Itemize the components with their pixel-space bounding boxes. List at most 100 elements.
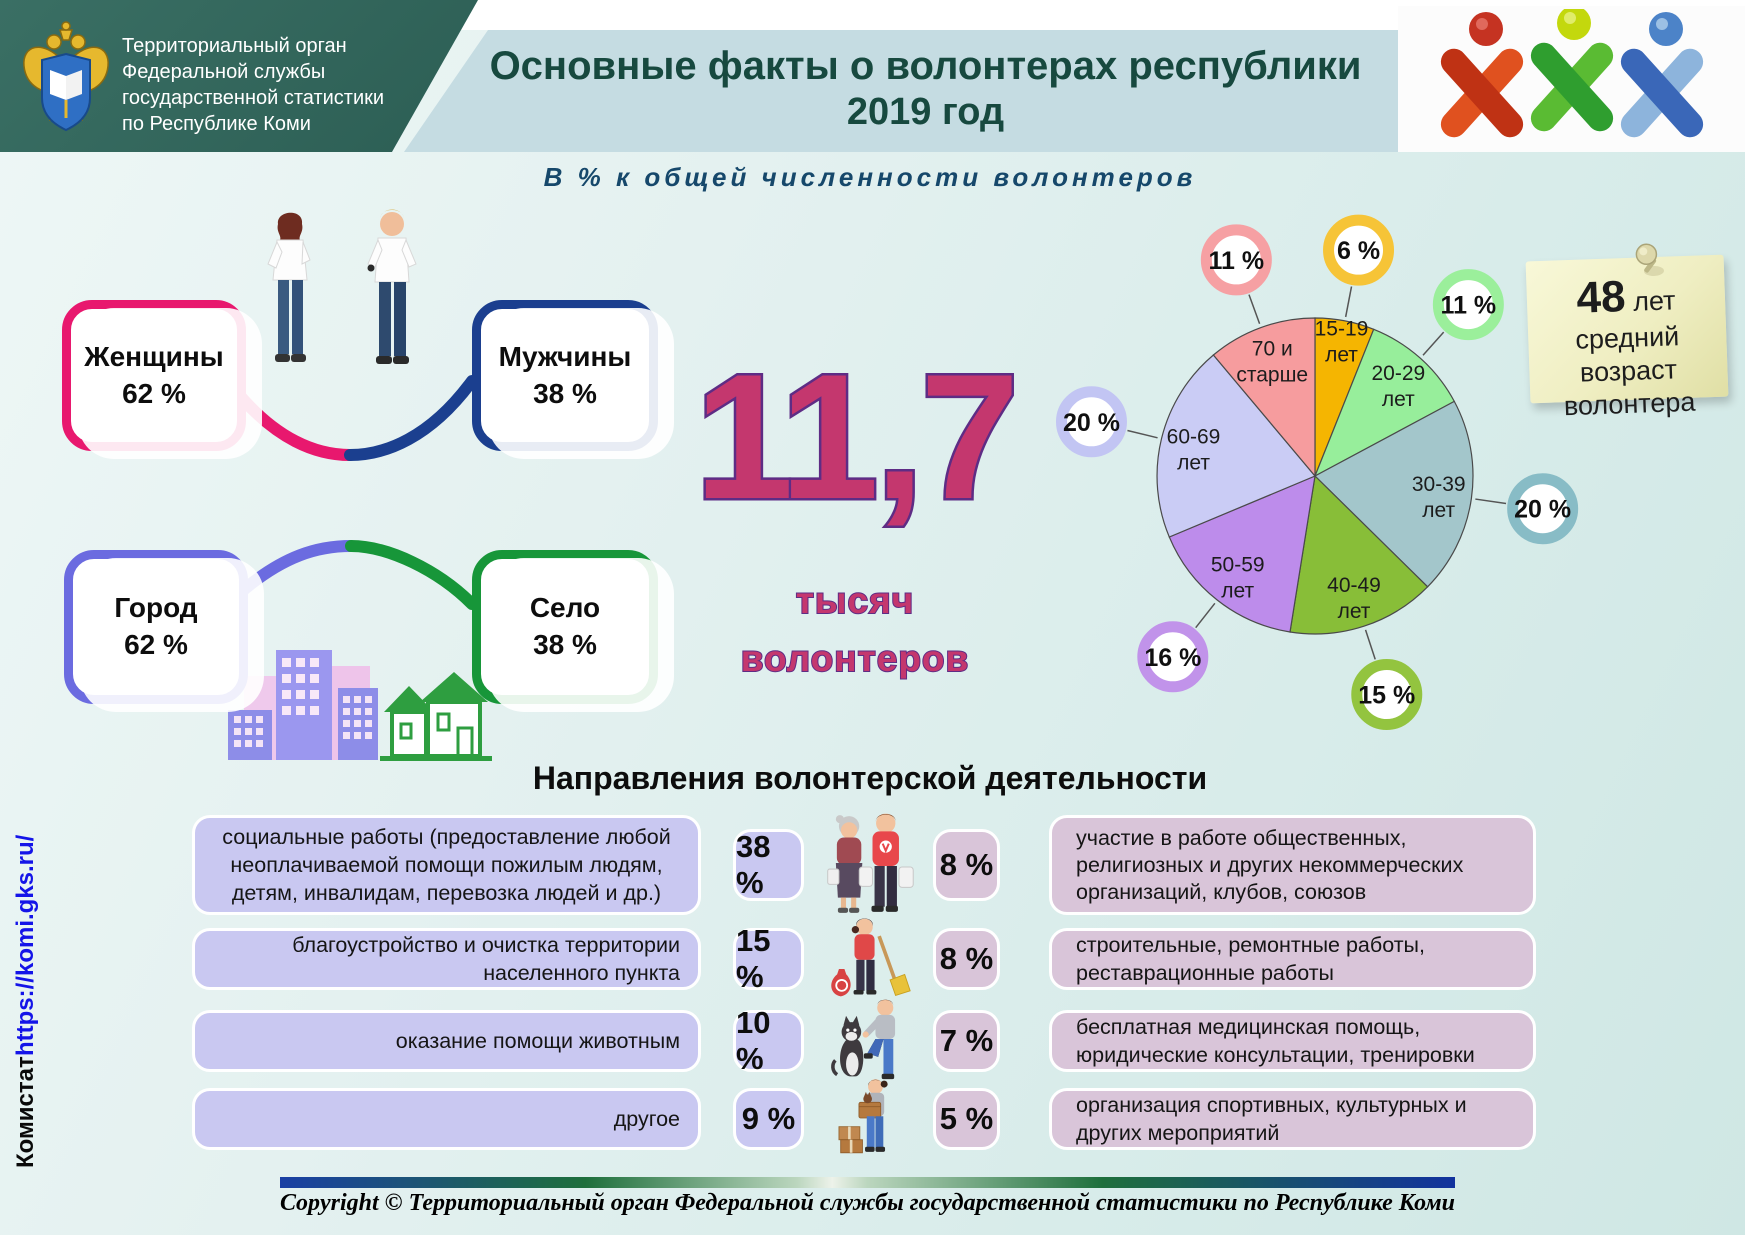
average-age-note: 48 лет средний возраст волонтера [1525,243,1729,421]
page-title-year: 2019 год [846,91,1005,133]
pie-badge-value: 16 % [1144,644,1201,672]
volunteers-logo [1398,6,1745,152]
badge-connector-line [1195,602,1216,629]
activity-right-value: 8 % [933,928,1000,990]
pie-slice-label: 30-39 лет [1412,473,1466,522]
badge-connector-line [1127,429,1158,439]
territory-cleaning-icon [831,918,911,997]
header-org-block: Территориальный орган Федеральной службы… [0,0,478,152]
pie-badge [1055,386,1127,458]
activity-right-value: 5 % [933,1088,1000,1150]
footer-gradient-bar [280,1177,1455,1188]
org-name: Территориальный орган Федеральной службы… [122,33,387,137]
badge-connector-line [1248,294,1261,325]
pie-badge-value: 15 % [1358,682,1415,710]
pie-badge [1137,621,1209,693]
badge-connector-line [1364,629,1376,660]
city-stat-box: Город 62 % [64,550,248,704]
pie-slice [1313,400,1474,588]
activity-left-value: 15 % [733,923,804,994]
women-value: 62 % [122,377,186,409]
village-stat-box: Село 38 % [472,550,658,704]
pie-badge [1351,659,1423,731]
pie-badge [1323,214,1395,286]
pie-slice [1313,328,1456,478]
pie-badge-value: 6 % [1337,237,1380,265]
org-short-name: Комистат [12,1056,39,1168]
org-name-line: Федеральной службы [122,61,326,83]
badge-connector-line [1422,331,1445,356]
city-village-illustration [228,650,492,761]
average-age-line: волонтера [1563,386,1696,422]
copyright-text: Copyright © Территориальный орган Федера… [280,1190,1456,1216]
org-name-line: по Республике Коми [122,113,311,135]
average-age-suffix: лет [1625,285,1676,318]
man-figure-icon [367,209,417,364]
total-volunteers-number: 11,7 [692,337,1022,536]
average-age-number: 48 [1575,272,1627,323]
activity-right-value: 8 % [933,829,1000,901]
pie-slice-label: 60-69 лет [1167,426,1221,475]
village-houses-icon [380,672,492,761]
women-stat-box: Женщины 62 % [62,300,246,451]
pie-badge [1507,473,1579,545]
activity-right-text: организация спортивных, культурных и дру… [1049,1088,1536,1150]
activity-left-text: социальные работы (предоставление любой … [192,815,701,915]
city-label: Город [114,592,198,623]
org-name-line: Территориальный орган [122,35,347,57]
pie-slice-label: 70 и старше [1236,338,1308,387]
women-label: Женщины [84,340,224,372]
activity-left-value: 9 % [733,1088,804,1150]
activity-right-text: участие в работе общественных, религиозн… [1049,815,1536,915]
city-value: 62 % [124,629,188,660]
age-pie-chart: 15-19 лет 6 % 20-29 лет 11 % 30-39 лет 20 % 40-49… [1025,186,1605,766]
three-figures-icon [1440,9,1703,138]
activity-left-text: другое [192,1088,701,1150]
pie-slice-label: 15-19 лет [1315,318,1369,367]
pie-slice [1212,317,1316,478]
activities-heading: Направления волонтерской деятельности [532,760,1208,796]
activity-right-value: 7 % [933,1010,1000,1072]
activity-right-text: строительные, ремонтные работы, реставра… [1049,928,1536,990]
woman-figure-icon [267,212,311,362]
other-donations-icon [838,1079,888,1154]
village-label: Село [529,592,601,623]
average-age-line: 48 лет [1526,269,1726,326]
title-band: Основные факты о волонтерах республики 2… [404,30,1400,152]
sidebar-site-link: Комистат https://komi.gks.ru/ [8,772,44,1168]
page-title: Основные факты о волонтерах республики [489,44,1362,88]
chart-subtitle: В % к общей численности волонтеров [543,162,1197,192]
activity-left-text: благоустройство и очистка территории нас… [192,928,701,990]
activity-left-text: оказание помощи животным [192,1010,701,1072]
gender-connector [225,375,475,461]
pushpin-icon [1635,243,1664,277]
village-value: 38 % [533,629,597,660]
badge-connector-line [1344,286,1353,318]
rosstat-emblem-icon [23,21,109,132]
total-volunteers-unit: тысяч [795,579,915,622]
pie-badge-value: 20 % [1063,409,1120,437]
pie-slice-label: 40-49 лет [1327,574,1381,623]
people-illustration [267,209,417,364]
activity-left-value: 10 % [733,1005,804,1076]
pie-slice [1156,354,1316,538]
pie-badge-value: 20 % [1514,496,1571,524]
org-name-line: государственной статистики [122,87,385,109]
pie-badge [1432,269,1504,341]
men-stat-box: Мужчины 38 % [472,300,658,451]
site-url-link[interactable]: https://komi.gks.ru/ [12,834,39,1057]
pie-badge-value: 11 % [1209,247,1265,275]
city-buildings-icon [228,650,378,760]
total-volunteers-unit: волонтеров [740,637,970,680]
pie-slice [1168,475,1316,633]
pie-badge [1200,224,1272,296]
badge-connector-line [1475,498,1507,505]
pie-slice-label: 20-29 лет [1371,362,1425,411]
pie-slice-label: 50-59 лет [1211,553,1265,602]
men-label: Мужчины [498,340,632,372]
animal-help-icon [831,999,896,1080]
territory-connector [228,540,474,610]
activity-left-value: 38 % [733,829,804,901]
activity-right-text: бесплатная медицинская помощь, юридическ… [1049,1010,1536,1072]
